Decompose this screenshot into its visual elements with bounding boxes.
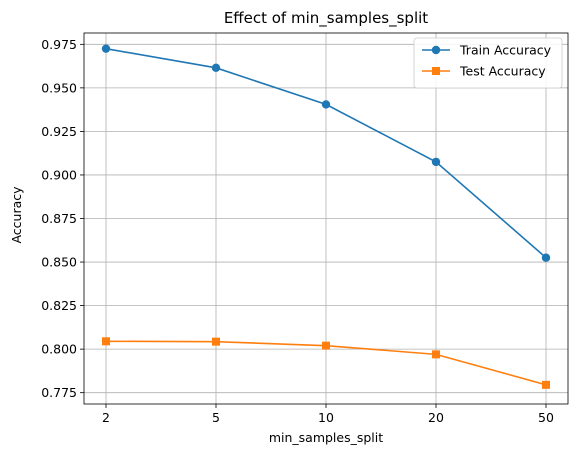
x-tick-label: 2 bbox=[102, 410, 110, 425]
test-accuracy-point bbox=[432, 350, 440, 359]
plot-frame bbox=[83, 32, 569, 405]
x-tick-label: 50 bbox=[538, 410, 554, 425]
x-tick-label: 20 bbox=[428, 410, 444, 425]
legend: Train Accuracy Test Accuracy bbox=[413, 37, 563, 89]
test-accuracy-legend-label: Test Accuracy bbox=[459, 64, 546, 79]
y-tick-label: 0.850 bbox=[41, 255, 77, 270]
train-accuracy-point bbox=[211, 63, 221, 73]
train-accuracy-legend-marker bbox=[431, 45, 441, 55]
y-tick-label: 0.875 bbox=[41, 211, 77, 226]
train-accuracy-point bbox=[321, 100, 331, 109]
test-accuracy-point bbox=[102, 337, 110, 346]
train-accuracy-legend-label: Train Accuracy bbox=[459, 43, 552, 58]
axes: 2 5 10 20 50 0.775 0.800 0.825 0.850 0.875 0.900 0.… bbox=[41, 32, 569, 425]
x-tick-label: 10 bbox=[318, 410, 334, 425]
legend-box bbox=[413, 37, 563, 89]
train-accuracy-point bbox=[101, 44, 111, 53]
y-tick-label: 0.825 bbox=[41, 298, 77, 313]
y-axis-label: Accuracy bbox=[9, 186, 24, 244]
y-tick-label: 0.775 bbox=[41, 385, 77, 400]
test-accuracy-legend-marker bbox=[432, 67, 440, 75]
test-accuracy-point bbox=[322, 341, 330, 350]
y-tick-label: 0.900 bbox=[41, 167, 77, 182]
train-accuracy-point bbox=[431, 157, 441, 167]
x-axis-label: min_samples_split bbox=[269, 430, 383, 445]
test-accuracy-point bbox=[542, 380, 550, 389]
train-accuracy-point bbox=[541, 253, 551, 262]
chart-title: Effect of min_samples_split bbox=[224, 9, 428, 28]
y-tick-label: 0.925 bbox=[41, 124, 77, 139]
x-tick-label: 5 bbox=[212, 410, 220, 425]
y-tick-label: 0.975 bbox=[41, 37, 77, 52]
series-group bbox=[101, 44, 551, 389]
test-accuracy-point bbox=[212, 337, 220, 346]
y-tick-label: 0.800 bbox=[41, 342, 77, 357]
y-tick-label: 0.950 bbox=[41, 80, 77, 95]
